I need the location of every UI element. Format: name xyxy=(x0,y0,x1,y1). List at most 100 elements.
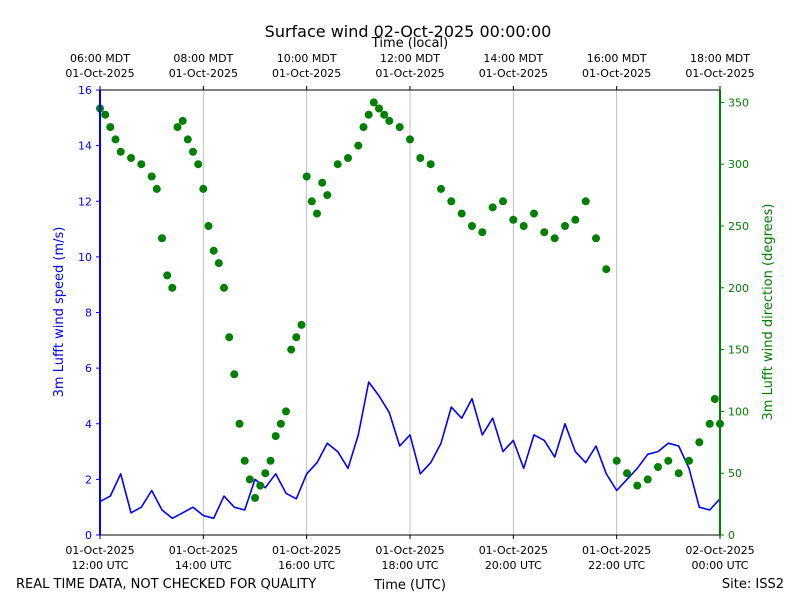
wind-direction-point xyxy=(266,456,275,465)
bottom-tick-time: 12:00 UTC xyxy=(71,559,128,572)
wind-speed-line xyxy=(99,381,721,520)
wind-direction-point xyxy=(106,123,115,132)
right-tick-label: 300 xyxy=(728,158,749,171)
wind-direction-point xyxy=(654,463,662,471)
wind-direction-point xyxy=(488,203,497,212)
wind-direction-point xyxy=(178,116,187,125)
left-tick-label: 4 xyxy=(85,418,92,431)
wind-direction-point xyxy=(152,184,161,193)
wind-direction-point xyxy=(426,160,435,169)
wind-direction-point xyxy=(380,110,389,119)
wind-direction-point xyxy=(235,419,244,428)
wind-direction-point xyxy=(437,184,445,193)
wind-direction-point xyxy=(416,154,425,162)
speed-series xyxy=(99,381,721,520)
wind-direction-point xyxy=(220,283,228,292)
left-tick-label: 10 xyxy=(78,251,92,264)
wind-direction-point xyxy=(271,432,280,441)
top-tick-time: 12:00 MDT xyxy=(380,52,440,65)
top-tick-date: 01-Oct-2025 xyxy=(685,67,754,80)
wind-direction-point xyxy=(623,469,631,478)
left-axis-ticks: 0 2 4 6 8 10 12 14 16 xyxy=(78,84,100,542)
wind-direction-point xyxy=(204,222,213,230)
top-tick-date: 01-Oct-2025 xyxy=(479,67,548,80)
top-tick-time: 16:00 MDT xyxy=(587,52,647,65)
wind-direction-point xyxy=(225,333,234,342)
top-axis-label: Time (local) xyxy=(371,36,448,51)
top-axis-ticks: 06:00 MDT 01-Oct-2025 08:00 MDT 01-Oct-2025… xyxy=(65,52,755,90)
chart-title: Surface wind 02-Oct-2025 00:00:00 xyxy=(265,22,552,41)
right-tick-label: 250 xyxy=(728,220,749,233)
wind-direction-point xyxy=(643,475,652,484)
wind-direction-point xyxy=(292,333,301,342)
wind-direction-point xyxy=(468,222,476,230)
top-tick-date: 01-Oct-2025 xyxy=(169,67,238,80)
wind-direction-point xyxy=(189,147,197,156)
right-tick-label: 350 xyxy=(728,96,749,109)
wind-direction-point xyxy=(323,191,332,200)
wind-direction-point xyxy=(364,110,373,119)
bottom-tick-date: 01-Oct-2025 xyxy=(375,544,444,557)
top-tick-date: 01-Oct-2025 xyxy=(375,67,444,80)
top-tick-date: 01-Oct-2025 xyxy=(272,67,341,80)
left-tick-label: 12 xyxy=(78,195,92,208)
left-tick-label: 16 xyxy=(78,84,92,97)
top-tick-date: 01-Oct-2025 xyxy=(65,67,134,80)
right-tick-label: 200 xyxy=(728,282,749,295)
left-tick-label: 2 xyxy=(85,473,92,486)
wind-direction-point xyxy=(530,209,538,218)
wind-direction-point xyxy=(633,481,642,490)
bottom-tick-time: 16:00 UTC xyxy=(278,559,335,572)
left-tick-label: 6 xyxy=(85,362,92,375)
wind-direction-point xyxy=(318,178,327,187)
wind-direction-point xyxy=(406,135,414,144)
bottom-tick-date: 02-Oct-2025 xyxy=(685,544,754,557)
wind-direction-point xyxy=(447,197,456,206)
wind-direction-point xyxy=(240,456,249,465)
wind-direction-point xyxy=(173,123,182,132)
wind-direction-point xyxy=(158,234,166,243)
wind-direction-point xyxy=(302,172,311,181)
bottom-tick-date: 01-Oct-2025 xyxy=(169,544,238,557)
bottom-tick-date: 01-Oct-2025 xyxy=(272,544,341,557)
bottom-tick-time: 20:00 UTC xyxy=(485,559,542,572)
right-axis-ticks: 0 50 100 150 200 250 300 350 xyxy=(720,96,749,542)
bottom-tick-date: 01-Oct-2025 xyxy=(582,544,651,557)
site-label: Site: ISS2 xyxy=(722,577,784,592)
wind-direction-point xyxy=(685,456,693,465)
wind-direction-point xyxy=(344,154,352,162)
wind-direction-point xyxy=(209,246,218,255)
wind-direction-point xyxy=(581,197,590,206)
wind-direction-point xyxy=(571,215,580,224)
right-tick-label: 150 xyxy=(728,344,749,357)
wind-direction-point xyxy=(307,197,316,206)
wind-direction-point xyxy=(674,469,683,478)
bottom-tick-time: 22:00 UTC xyxy=(588,559,645,572)
wind-direction-point xyxy=(592,234,600,243)
direction-series xyxy=(96,98,724,502)
wind-direction-point xyxy=(499,197,507,206)
x-axis-label: Time (UTC) xyxy=(373,578,446,593)
wind-direction-point xyxy=(457,209,466,218)
wind-direction-point xyxy=(561,222,569,230)
left-tick-label: 8 xyxy=(85,307,92,320)
wind-direction-point xyxy=(540,228,549,237)
left-axis-label: 3m Lufft wind speed (m/s) xyxy=(52,227,67,398)
top-tick-time: 10:00 MDT xyxy=(277,52,337,65)
wind-direction-point xyxy=(612,456,621,465)
wind-direction-point xyxy=(287,345,296,354)
wind-direction-point xyxy=(359,123,368,132)
bottom-tick-time: 18:00 UTC xyxy=(381,559,438,572)
wind-direction-point xyxy=(183,135,192,144)
wind-direction-point xyxy=(214,259,223,268)
wind-direction-point xyxy=(101,110,110,119)
wind-direction-point xyxy=(245,475,254,484)
wind-direction-point xyxy=(230,370,239,379)
wind-direction-point xyxy=(251,493,259,502)
wind-direction-point xyxy=(333,160,342,169)
top-tick-time: 06:00 MDT xyxy=(70,52,130,65)
wind-direction-point xyxy=(705,419,714,428)
wind-direction-point xyxy=(256,481,265,490)
right-tick-label: 50 xyxy=(728,467,742,480)
